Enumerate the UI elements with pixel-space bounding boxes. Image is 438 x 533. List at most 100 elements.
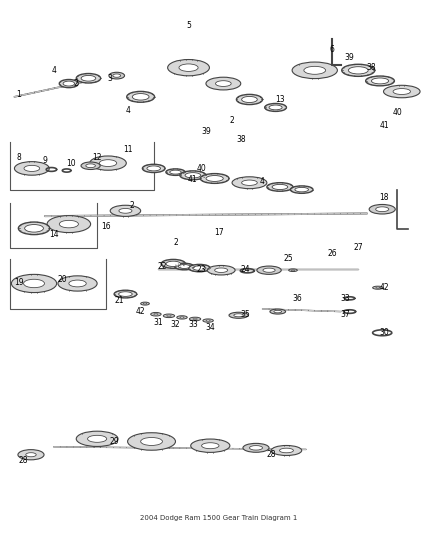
Ellipse shape [290,186,313,193]
Text: 42: 42 [380,283,389,292]
Ellipse shape [263,268,275,272]
Text: 13: 13 [275,95,285,104]
Ellipse shape [242,180,257,185]
Ellipse shape [76,74,101,83]
Ellipse shape [207,265,235,275]
Ellipse shape [113,74,120,77]
Ellipse shape [193,318,198,320]
Text: 33: 33 [340,294,350,303]
Ellipse shape [47,216,91,232]
Text: 26: 26 [327,249,337,258]
Ellipse shape [342,64,375,76]
Text: 2004 Dodge Ram 1500 Gear Train Diagram 1: 2004 Dodge Ram 1500 Gear Train Diagram 1 [140,515,298,521]
Ellipse shape [177,316,187,319]
Ellipse shape [119,208,132,213]
Ellipse shape [369,205,395,214]
Ellipse shape [14,161,49,175]
Ellipse shape [151,312,161,316]
Ellipse shape [265,103,286,111]
Ellipse shape [180,317,184,318]
Ellipse shape [393,88,410,94]
Ellipse shape [86,164,95,167]
Ellipse shape [295,188,308,192]
Ellipse shape [289,269,297,271]
Text: 40: 40 [392,108,403,117]
Text: 38: 38 [236,135,246,144]
Ellipse shape [18,222,49,235]
Ellipse shape [24,165,40,172]
Ellipse shape [119,292,132,296]
Text: 2: 2 [230,116,234,125]
Ellipse shape [163,314,175,318]
Ellipse shape [161,260,185,268]
Ellipse shape [175,263,194,270]
Text: 23: 23 [197,265,206,273]
Text: 22: 22 [158,262,167,271]
Ellipse shape [274,310,282,313]
Ellipse shape [25,224,43,232]
Ellipse shape [166,261,180,266]
Ellipse shape [304,66,325,74]
Text: 28: 28 [266,450,276,459]
Text: 19: 19 [14,278,24,287]
Ellipse shape [348,67,368,74]
Text: 21: 21 [114,296,124,305]
Ellipse shape [200,174,229,183]
Ellipse shape [88,435,107,442]
Ellipse shape [193,266,206,270]
Ellipse shape [272,184,288,190]
Ellipse shape [178,264,190,269]
Ellipse shape [18,450,44,460]
Text: 17: 17 [214,228,224,237]
Ellipse shape [366,76,394,86]
Ellipse shape [270,309,286,314]
Ellipse shape [250,446,262,450]
Text: 32: 32 [171,320,180,329]
Text: 24: 24 [240,265,250,273]
Ellipse shape [384,85,420,98]
Ellipse shape [206,175,223,181]
Ellipse shape [371,78,389,84]
Text: 28: 28 [18,456,28,465]
Ellipse shape [24,279,45,288]
Text: 4: 4 [51,66,56,75]
Ellipse shape [267,183,293,191]
Ellipse shape [243,443,269,453]
Ellipse shape [141,302,149,305]
Ellipse shape [373,286,383,289]
Text: 27: 27 [353,244,363,253]
Ellipse shape [59,220,78,228]
Text: 25: 25 [284,254,293,263]
Ellipse shape [63,81,74,86]
Ellipse shape [215,268,228,272]
Ellipse shape [168,60,209,76]
Ellipse shape [76,431,118,447]
Ellipse shape [141,438,162,446]
Text: 39: 39 [345,53,354,62]
Text: 9: 9 [42,156,47,165]
Ellipse shape [81,162,100,169]
Ellipse shape [127,91,155,102]
Ellipse shape [59,79,78,87]
Ellipse shape [185,173,201,178]
Ellipse shape [206,320,210,321]
Ellipse shape [188,264,210,272]
Ellipse shape [170,170,181,174]
Ellipse shape [147,166,160,171]
Text: 31: 31 [153,318,163,327]
Text: 14: 14 [49,230,58,239]
Ellipse shape [203,319,213,322]
Text: 36: 36 [293,294,302,303]
Ellipse shape [58,276,97,291]
Ellipse shape [26,453,36,457]
Ellipse shape [237,94,262,104]
Text: 2: 2 [173,238,178,247]
Text: 30: 30 [379,328,389,337]
Text: 8: 8 [16,154,21,163]
Text: 18: 18 [380,193,389,202]
Ellipse shape [215,80,231,86]
Text: 16: 16 [101,222,111,231]
Text: 35: 35 [240,310,250,319]
Text: 4: 4 [125,106,130,115]
Text: 37: 37 [340,310,350,319]
